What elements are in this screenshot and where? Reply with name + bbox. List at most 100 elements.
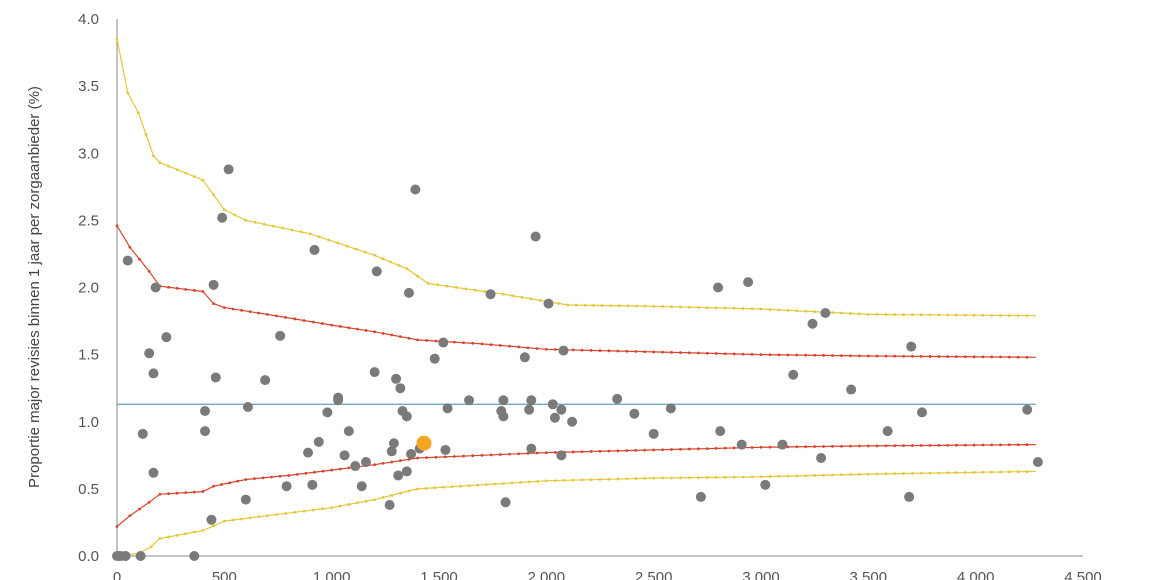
upper-95-marker	[884, 354, 888, 358]
upper-99-marker	[670, 305, 673, 309]
lower-99-marker	[804, 474, 808, 478]
provider-point	[904, 491, 915, 502]
upper-95-marker	[115, 224, 119, 228]
lower-99-marker	[652, 476, 656, 480]
highlighted-provider-point	[416, 435, 432, 451]
upper-99-marker	[511, 294, 514, 298]
upper-99-marker	[893, 313, 897, 316]
upper-95-marker	[407, 336, 411, 340]
lower-95-marker	[598, 449, 602, 453]
provider-point	[777, 439, 788, 450]
upper-95-marker	[347, 326, 351, 330]
lower-99-marker	[580, 478, 584, 482]
provider-point	[1022, 404, 1033, 415]
lower-99-marker	[928, 471, 932, 475]
y-tick-label: 4.0	[78, 11, 99, 28]
lower-95-marker	[508, 452, 511, 456]
lower-99-marker	[840, 473, 843, 477]
upper-99-marker	[253, 220, 257, 224]
upper-95-marker	[661, 350, 665, 354]
provider-point	[820, 308, 831, 319]
upper-95-marker	[732, 352, 736, 356]
lower-99-marker	[201, 529, 205, 532]
upper-99-marker	[910, 313, 914, 317]
upper-95-marker	[795, 353, 799, 357]
lower-95-marker	[813, 445, 817, 448]
provider-point	[303, 447, 314, 458]
lower-95-marker	[287, 474, 291, 477]
x-tick-label: 1.500	[420, 569, 458, 580]
lower-95-marker	[158, 492, 162, 496]
upper-95-marker	[265, 312, 269, 316]
upper-95-marker	[330, 323, 334, 327]
lower-95-marker	[228, 481, 232, 485]
upper-95-marker	[696, 351, 700, 355]
lower-99-marker	[450, 485, 454, 489]
lower-95-marker	[1016, 443, 1020, 447]
lower-95-marker	[201, 490, 205, 493]
lower-95-marker	[313, 470, 316, 474]
lower-95-marker	[714, 446, 718, 450]
upper-95-marker	[849, 354, 852, 358]
upper-99-marker	[212, 193, 216, 197]
upper-95-marker	[192, 289, 196, 292]
lower-95-line	[116, 444, 1036, 527]
upper-99-marker	[857, 312, 861, 316]
upper-95-marker	[184, 287, 188, 291]
lower-95-marker	[535, 451, 539, 455]
provider-point	[206, 514, 217, 525]
upper-99-marker	[192, 175, 196, 179]
upper-99-marker	[600, 304, 604, 307]
upper-95-marker	[321, 322, 324, 325]
upper-99-marker	[354, 247, 358, 251]
provider-point	[350, 461, 361, 472]
upper-99-marker	[167, 164, 170, 168]
provider-point	[386, 446, 397, 457]
upper-95-marker	[902, 354, 905, 358]
upper-95-marker	[705, 351, 709, 355]
lower-95-marker	[480, 453, 484, 457]
lower-99-marker	[175, 533, 179, 537]
lower-95-marker	[278, 474, 282, 478]
upper-95-marker	[373, 330, 376, 334]
lower-99-marker	[741, 475, 745, 479]
upper-99-marker	[1016, 314, 1020, 317]
provider-point	[556, 404, 567, 415]
upper-95-marker	[452, 340, 456, 344]
upper-99-marker	[336, 241, 340, 245]
provider-point	[498, 411, 509, 422]
upper-95-marker	[822, 354, 826, 357]
provider-point	[356, 481, 367, 492]
lower-95-marker	[498, 453, 502, 456]
lower-99-marker	[822, 473, 826, 477]
lower-99-marker	[946, 471, 950, 475]
provider-point	[906, 341, 917, 352]
lower-95-marker	[759, 445, 763, 449]
upper-95-marker	[804, 353, 808, 357]
lower-99-marker	[476, 483, 480, 487]
upper-99-marker	[592, 303, 595, 307]
lower-99-marker	[661, 476, 665, 480]
lower-99-marker	[598, 478, 602, 481]
upper-99-marker	[617, 304, 621, 308]
lower-99-marker	[616, 477, 620, 481]
provider-point	[438, 337, 449, 348]
provider-point	[556, 450, 567, 461]
lower-99-marker	[777, 474, 781, 478]
lower-95-marker	[902, 444, 905, 448]
lower-95-marker	[732, 446, 736, 450]
upper-95-marker	[589, 348, 593, 352]
y-axis-ticks: 0.0 0.5 1.0 1.5 2.0 2.5 3.0 3.5 4.0	[78, 11, 99, 565]
upper-99-marker	[455, 286, 458, 289]
provider-point	[135, 551, 146, 561]
provider-point	[713, 282, 724, 293]
provider-point	[715, 426, 726, 437]
lower-99-marker	[222, 519, 226, 523]
lower-99-marker	[857, 472, 861, 476]
provider-point	[148, 368, 159, 379]
lower-95-marker	[652, 448, 656, 452]
upper-99-marker	[902, 313, 905, 317]
lower-99-marker	[284, 512, 288, 515]
lower-99-marker	[813, 474, 817, 477]
